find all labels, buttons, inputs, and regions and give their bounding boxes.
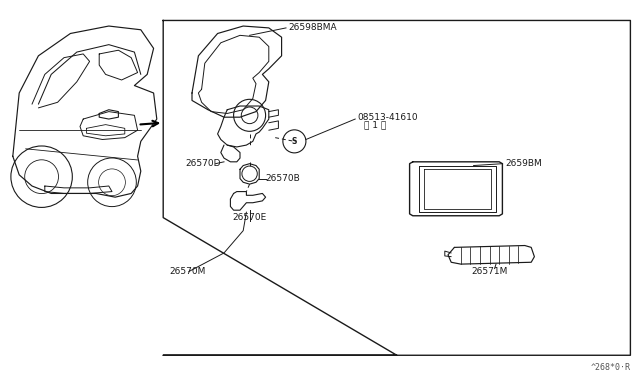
Text: 26570M: 26570M <box>170 267 206 276</box>
Text: 26570E: 26570E <box>232 213 267 222</box>
Text: 26598BMA: 26598BMA <box>288 23 337 32</box>
Text: 26570B: 26570B <box>266 174 300 183</box>
Text: S: S <box>292 137 297 146</box>
Text: 26571M: 26571M <box>472 267 508 276</box>
Text: 26570D: 26570D <box>186 159 221 168</box>
Text: ^268*0·R: ^268*0·R <box>590 363 630 372</box>
Text: （ 1 ）: （ 1 ） <box>364 120 386 129</box>
Text: 2659BM: 2659BM <box>506 159 542 168</box>
Text: 08513-41610: 08513-41610 <box>357 113 418 122</box>
